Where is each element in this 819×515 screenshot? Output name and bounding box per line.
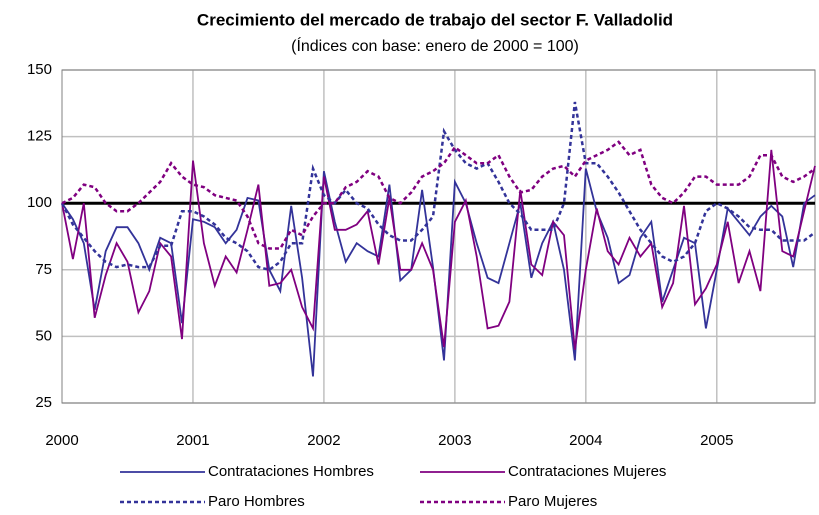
legend-label: Paro Mujeres — [508, 493, 597, 510]
series-line — [61, 149, 816, 350]
chart-title: Crecimiento del mercado de trabajo del s… — [197, 10, 673, 29]
x-tick-label: 2001 — [176, 432, 209, 449]
plot-frame — [61, 69, 816, 404]
y-tick-label: 150 — [27, 61, 52, 78]
x-tick-label: 2005 — [700, 432, 733, 449]
y-tick-label: 125 — [27, 128, 52, 145]
chart-subtitle: (Índices con base: enero de 2000 = 100) — [291, 36, 579, 55]
y-tick-label: 100 — [27, 194, 52, 211]
legend-label: Contrataciones Mujeres — [508, 463, 666, 480]
y-tick-label: 25 — [35, 394, 52, 411]
legend-label: Contrataciones Hombres — [208, 463, 374, 480]
legend-label: Paro Hombres — [208, 493, 305, 510]
series-line — [60, 101, 816, 272]
x-tick-label: 2003 — [438, 432, 471, 449]
x-tick-label: 2002 — [307, 432, 340, 449]
series-line — [61, 140, 816, 250]
x-tick-label: 2000 — [45, 432, 78, 449]
x-tick-label: 2004 — [569, 432, 602, 449]
series-line — [61, 168, 816, 377]
y-tick-label: 75 — [35, 261, 52, 278]
y-tick-label: 50 — [35, 327, 52, 344]
